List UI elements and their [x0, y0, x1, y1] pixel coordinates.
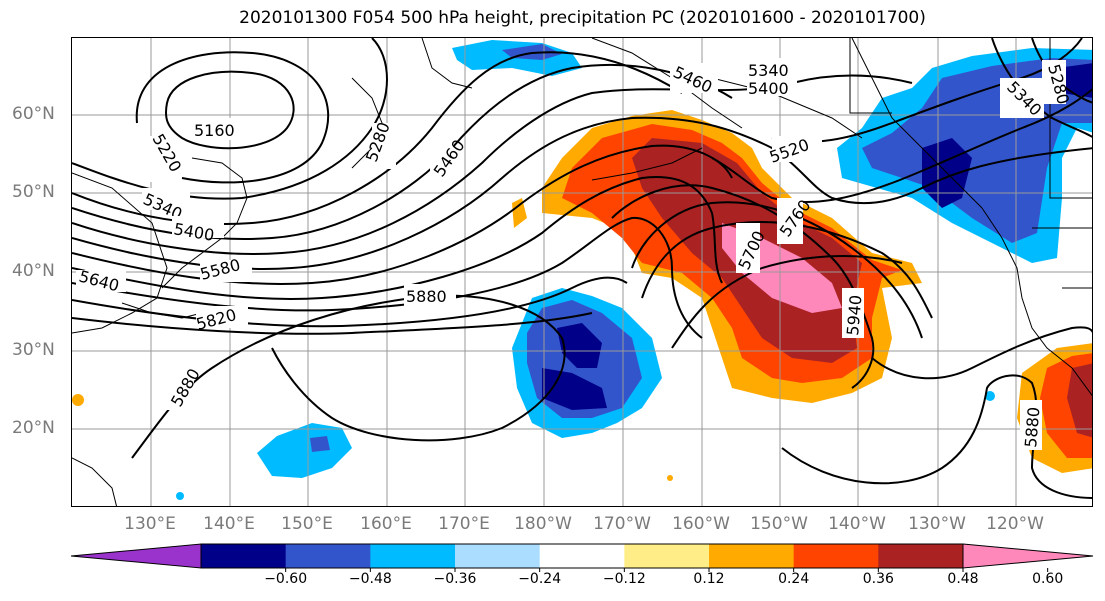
colorbar-tick-label: 0.24 — [778, 571, 810, 587]
colorbar-segment — [709, 544, 795, 568]
latitude-label: 40°N — [12, 261, 55, 281]
contour-line — [131, 294, 566, 459]
contour-label: 5340 — [748, 61, 789, 80]
precip-positive-region — [512, 198, 527, 228]
contour-line — [611, 184, 875, 389]
colorbar-segment — [201, 544, 287, 568]
colorbar-segments — [70, 543, 1094, 572]
colorbar-segment — [624, 544, 710, 568]
longitude-label: 130°W — [908, 514, 966, 534]
colorbar-tick-label: 0.12 — [693, 571, 725, 587]
latitude-label: 60°N — [12, 104, 55, 124]
latitude-label: 30°N — [12, 340, 55, 360]
precip-negative-region — [310, 436, 330, 452]
colorbar-tick-label: −0.24 — [518, 571, 562, 587]
precip-negative-region — [176, 492, 184, 500]
contour-labels: 5160 5220 5280 5340 5400 5460 5520 5580 … — [76, 58, 1073, 450]
longitude-label: 170°W — [593, 514, 651, 534]
colorbar-segment — [285, 544, 371, 568]
contour-line — [72, 276, 628, 328]
colorbar-tick-label: 0.60 — [1032, 571, 1064, 587]
contour-line — [871, 326, 1092, 380]
colorbar-extend-max — [962, 543, 1094, 569]
contour-label: 5400 — [748, 79, 789, 98]
contour-line — [711, 88, 1092, 203]
contour-label: 5940 — [843, 294, 865, 336]
contour-line — [164, 70, 295, 150]
graticule — [72, 38, 1092, 506]
longitude-label: 150°E — [281, 514, 333, 534]
longitude-label: 170°E — [438, 514, 490, 534]
precip-positive-region — [72, 394, 84, 406]
contour-line — [781, 374, 1092, 499]
colorbar-tick-label: −0.48 — [348, 571, 392, 587]
colorbar-tick-label: −0.60 — [264, 571, 308, 587]
colorbar-outline — [200, 543, 964, 569]
colorbar-extend-min — [70, 543, 202, 569]
map-title: 2020101300 F054 500 hPa height, precipit… — [239, 8, 926, 28]
contour-line — [671, 255, 903, 349]
colorbar-segment — [455, 544, 541, 568]
precip-negative-region — [257, 423, 352, 478]
contour-line — [1031, 38, 1092, 104]
longitude-label: 160°W — [672, 514, 730, 534]
precip-negative-region — [985, 391, 995, 401]
precip-negative-region — [557, 323, 602, 368]
latitude-label: 50°N — [12, 182, 55, 202]
longitude-label: 160°E — [360, 514, 412, 534]
colorbar-tick-label: −0.12 — [602, 571, 646, 587]
contour-line — [72, 176, 723, 300]
contour-line — [135, 51, 330, 184]
precip-positive-region — [1067, 363, 1092, 438]
longitude-label: 140°E — [203, 514, 255, 534]
colorbar — [70, 543, 1094, 572]
precip-positive-region — [667, 475, 673, 481]
contour-line — [72, 312, 593, 335]
contour-label: 5160 — [194, 121, 235, 140]
map-panel: 5160 5220 5280 5340 5400 5460 5520 5580 … — [71, 37, 1093, 507]
longitude-label: 140°W — [828, 514, 886, 534]
map-canvas: 5160 5220 5280 5340 5400 5460 5520 5580 … — [72, 38, 1092, 506]
longitude-label: 130°E — [124, 514, 176, 534]
longitude-label: 180°W — [514, 514, 572, 534]
colorbar-tick-label: 0.36 — [862, 571, 894, 587]
latitude-label: 20°N — [12, 418, 55, 438]
contour-label: 5880 — [1021, 406, 1043, 448]
colorbar-segment — [539, 544, 625, 568]
colorbar-tick-label: −0.36 — [433, 571, 477, 587]
contour-line — [72, 38, 388, 200]
colorbar-segment — [793, 544, 879, 568]
contour-label: 5880 — [406, 287, 447, 306]
contour-line — [991, 38, 1092, 138]
longitude-label: 120°W — [986, 514, 1044, 534]
colorbar-segment — [878, 544, 964, 568]
contour-line — [72, 116, 1092, 270]
colorbar-segment — [370, 544, 456, 568]
longitude-label: 150°W — [750, 514, 808, 534]
colorbar-tick-label: 0.48 — [947, 571, 979, 587]
